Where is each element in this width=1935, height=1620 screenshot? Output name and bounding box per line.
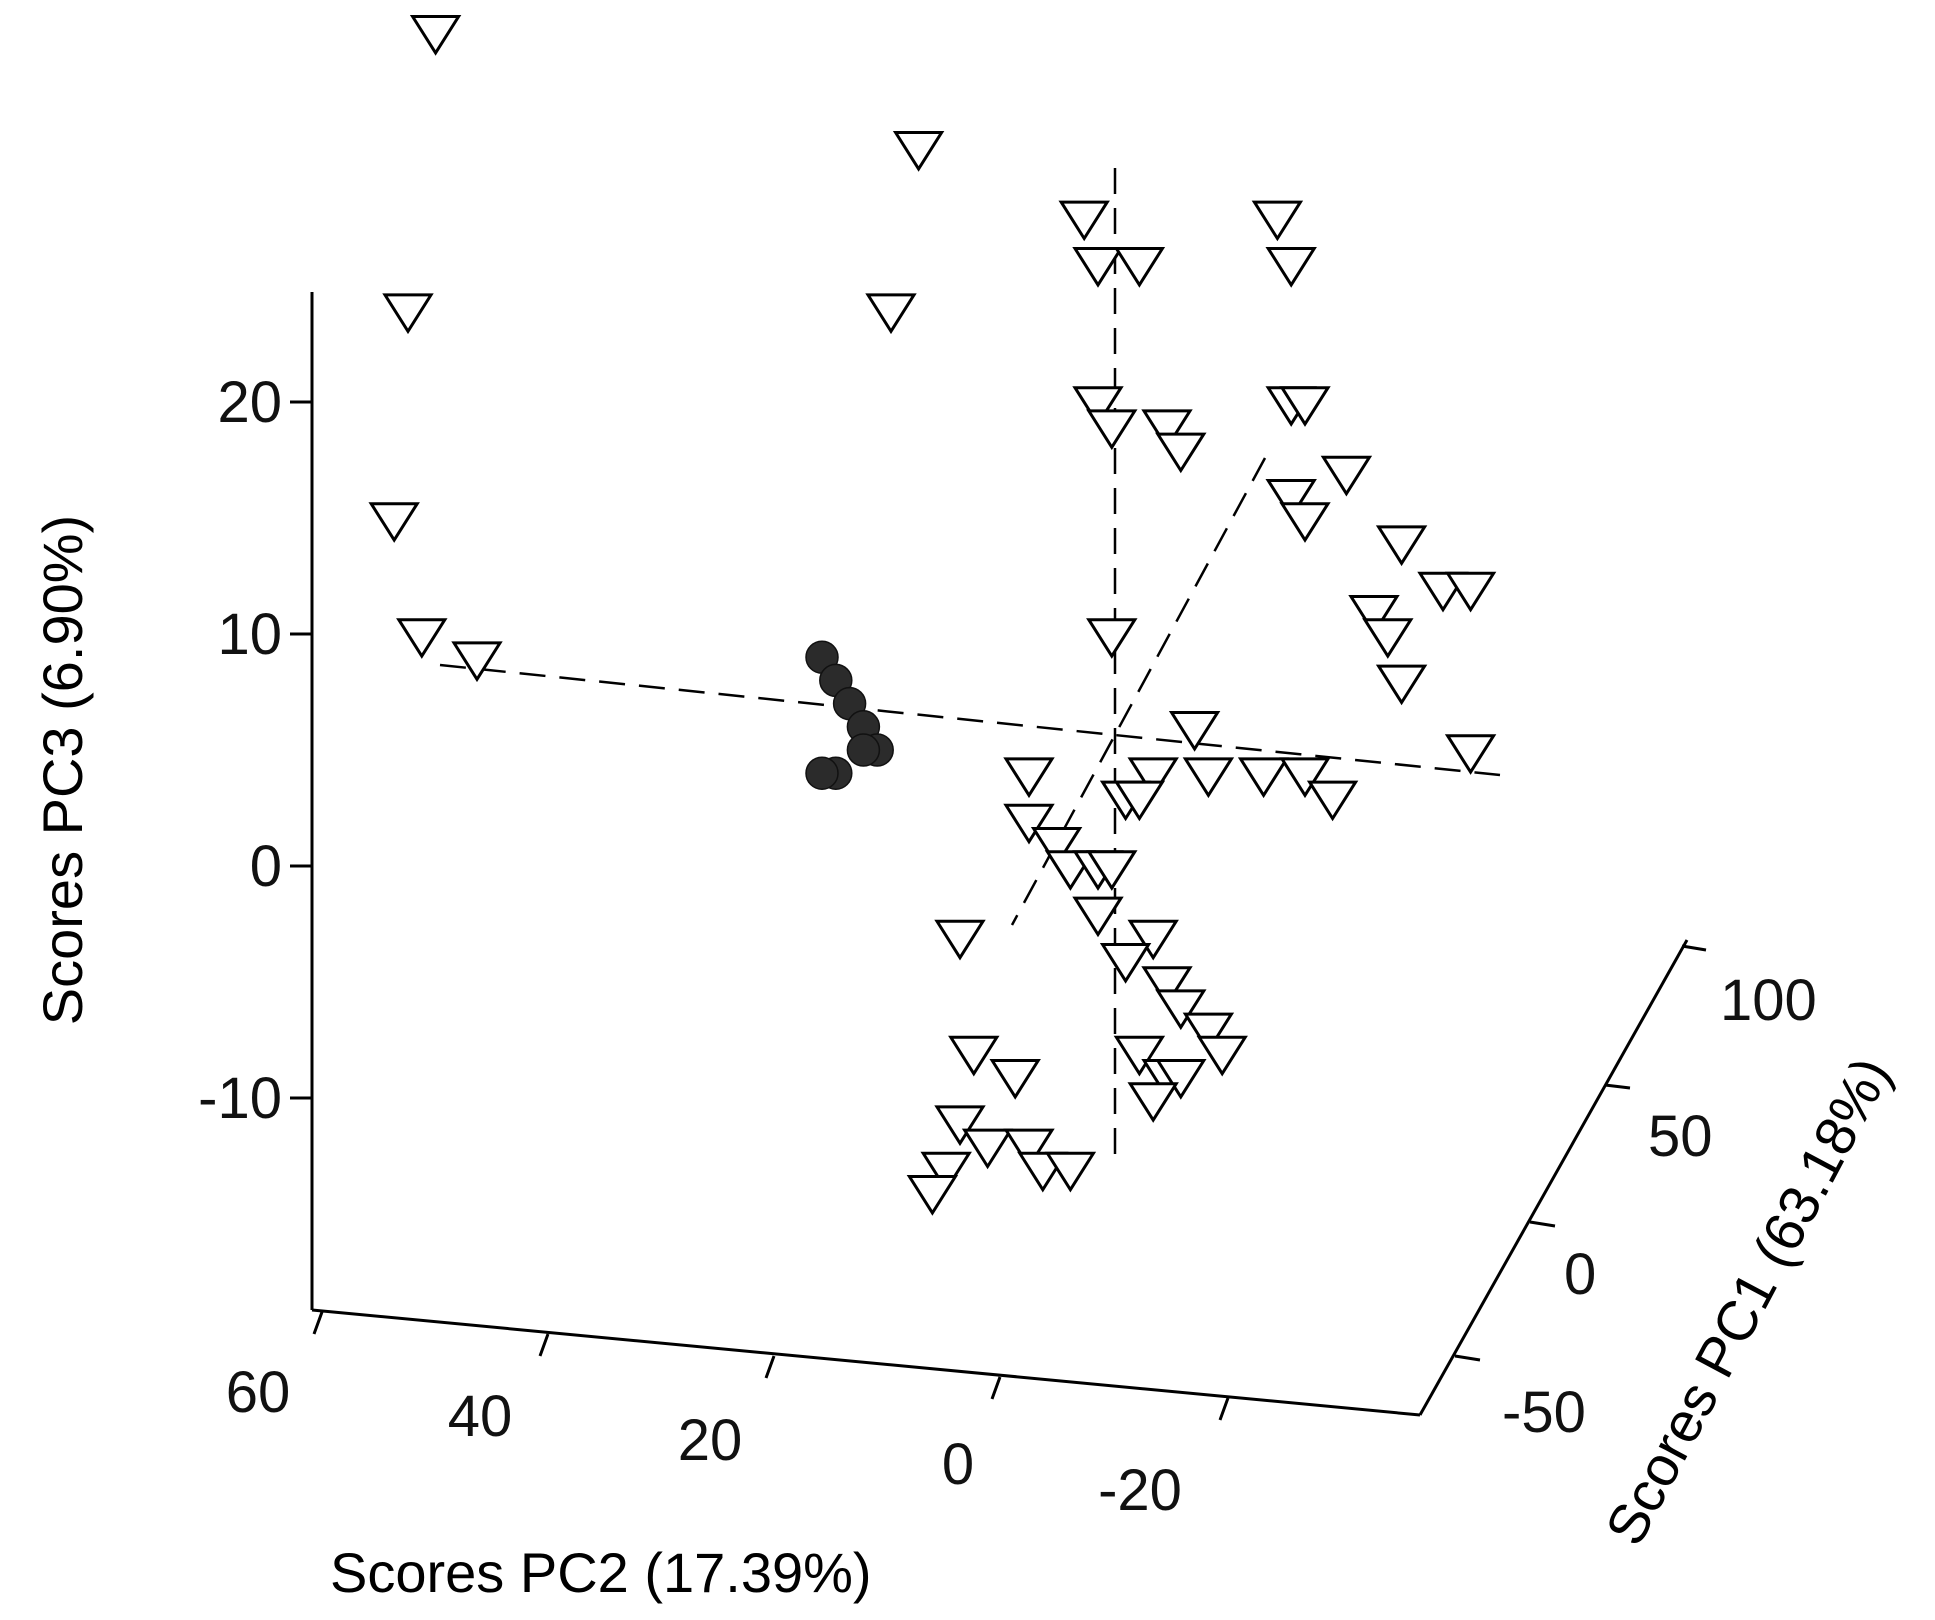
open-triangle-marker (1003, 803, 1055, 845)
open-triangle-marker (934, 919, 986, 961)
open-triangle-marker (1251, 200, 1304, 242)
open-triangle-marker (1072, 896, 1124, 938)
pc1-tick-mark (1454, 1354, 1481, 1362)
open-triangle-marker (1113, 1035, 1166, 1077)
open-triangle-marker (1444, 571, 1497, 613)
pc2-tick-mark (538, 1333, 550, 1357)
open-triangle-marker (948, 1035, 1000, 1077)
pc2-tick-mark (990, 1376, 1002, 1400)
pc2-tick-mark (1218, 1397, 1230, 1421)
open-triangle-marker (920, 1151, 972, 1193)
open-triangle-marker (1196, 1035, 1248, 1077)
open-triangle-marker (1072, 247, 1124, 288)
open-triangle-marker (1058, 200, 1110, 242)
filled-circle-marker (846, 733, 881, 767)
open-triangle-marker (906, 1175, 959, 1216)
open-triangle-marker (1265, 479, 1317, 520)
pc3-tick-label: 10 (217, 602, 282, 667)
open-triangle-marker (1127, 757, 1179, 799)
open-triangle-marker (1348, 595, 1400, 636)
open-triangle-marker (1072, 386, 1124, 427)
open-triangle-marker (989, 1059, 1041, 1100)
pc3-tick-label: 0 (250, 834, 282, 899)
open-triangle-marker (1113, 247, 1166, 288)
pc2-zero-dashed-line (439, 663, 1501, 777)
data-markers (368, 15, 1497, 1216)
open-triangle-marker (1265, 247, 1317, 288)
open-triangle-marker (1182, 757, 1235, 799)
open-triangle-marker (1362, 618, 1414, 659)
pc2-tick-label: 60 (226, 1360, 291, 1425)
open-triangle-marker (1127, 919, 1179, 961)
open-triangle-marker (1099, 943, 1152, 984)
pc2-tick-label: 20 (678, 1408, 743, 1473)
pc1-tick-mark (1604, 1083, 1631, 1090)
pc1-tick-mark (1681, 944, 1707, 952)
pc2-tick-label: 0 (942, 1432, 974, 1497)
open-triangle-marker (1306, 780, 1359, 822)
open-triangle-marker (1141, 409, 1193, 451)
open-triangle-marker (1279, 386, 1331, 427)
open-triangle-marker (1141, 966, 1193, 1007)
pc3-axis-title: Scores PC3 (6.90%) (31, 515, 94, 1025)
open-triangle-marker (1155, 432, 1207, 474)
open-triangle-marker (368, 502, 420, 543)
open-triangle-marker (1127, 1082, 1179, 1123)
open-triangle-marker (934, 1105, 986, 1147)
pc3-tick-label: -10 (198, 1066, 282, 1131)
open-triangle-marker (1237, 757, 1290, 799)
pc2-tick-mark (312, 1311, 324, 1335)
pc2-axis-title: Scores PC2 (17.39%) (330, 1541, 872, 1604)
open-triangle-marker (1003, 757, 1055, 799)
open-triangle-marker (1279, 502, 1331, 543)
pc2-tick-label: 40 (448, 1384, 513, 1449)
filled-circle-marker (805, 756, 839, 790)
open-triangle-marker (451, 641, 503, 683)
open-triangle-marker (1044, 1151, 1097, 1193)
open-triangle-marker (382, 293, 434, 335)
pc1-tick-label: -50 (1502, 1380, 1586, 1445)
open-triangle-marker (1003, 1128, 1055, 1170)
open-triangle-marker (1375, 525, 1428, 567)
open-triangle-marker (1086, 409, 1138, 451)
pc1-tick-mark (1529, 1220, 1556, 1228)
open-triangle-marker (892, 131, 945, 172)
pc2-floor-axis (311, 1308, 1421, 1417)
pc1-tick-label: 50 (1648, 1104, 1713, 1169)
open-triangle-marker (1086, 618, 1138, 659)
pc2-tick-label: -20 (1098, 1458, 1182, 1523)
open-triangle-marker (865, 293, 917, 335)
pc2-tick-mark (764, 1355, 776, 1379)
open-triangle-marker (1375, 664, 1428, 706)
pc1-tick-label: 0 (1564, 1242, 1596, 1307)
open-triangle-marker (961, 1128, 1014, 1170)
pc1-depth-axis (1418, 939, 1689, 1416)
open-triangle-marker (1182, 1012, 1235, 1054)
open-triangle-marker (1086, 850, 1138, 891)
open-triangle-marker (1030, 827, 1083, 868)
pc1-tick-label: 100 (1720, 968, 1817, 1033)
open-triangle-marker (409, 15, 462, 56)
open-triangle-marker (1279, 757, 1331, 799)
open-triangle-marker (1320, 455, 1373, 497)
open-triangle-marker (396, 618, 448, 659)
pc3-tick-label: 20 (217, 370, 282, 435)
pc1-axis-title: Scores PC1 (63.18%) (1593, 1047, 1903, 1555)
open-triangle-marker (1155, 1059, 1207, 1100)
open-triangle-marker (1168, 711, 1221, 752)
open-triangle-marker (1113, 780, 1166, 822)
open-triangle-marker (1444, 734, 1497, 775)
open-triangle-marker (1155, 989, 1207, 1031)
